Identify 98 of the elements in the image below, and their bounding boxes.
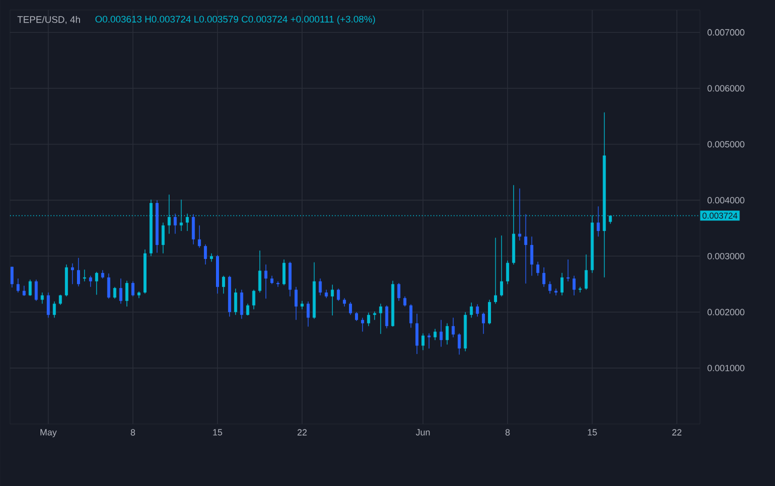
candlestick [421,333,424,350]
candlestick [548,280,552,294]
candlestick [524,214,528,284]
candlestick [228,275,232,317]
text: TEPE/USD, 4h [17,16,80,24]
candlestick [156,200,159,254]
y-tick-label: 0.006000 [708,85,744,92]
y-tick-label: 0.001000 [708,364,744,372]
candlestick [464,312,467,352]
candlestick [409,304,412,328]
candlestick [488,299,491,325]
candlestick [312,262,316,320]
candlestick [403,296,406,307]
candlestick [204,244,207,265]
x-tick-label: May [40,429,57,438]
candlestick [77,257,80,287]
candlestick [252,289,256,310]
candlestick [415,313,418,354]
candlestick [379,303,382,334]
candlestick [446,322,449,345]
candlestick [434,328,437,340]
candlestick [28,279,32,296]
candlestick [64,264,68,297]
candlestick [348,302,352,316]
x-tick-label: Jun [416,429,430,436]
candlestick [131,280,134,297]
candlestick [40,292,44,304]
candlestick [500,235,504,297]
candlestick [494,237,498,304]
candlestick [113,286,116,300]
candlestick [330,284,334,316]
x-tick-label: 8 [506,429,510,436]
candlestick [46,292,50,318]
candlestick [530,236,534,276]
candlestick [58,294,62,306]
candlestick [584,254,588,290]
candlestick [107,273,110,300]
candlestick [174,213,177,234]
candlestick [560,272,564,296]
candlestick [452,317,455,338]
candlestick [16,278,20,293]
x-tick-label: 22 [298,429,307,436]
candlestick [536,261,540,276]
candlestick [34,279,38,302]
candlestick [125,280,128,307]
candlestick [198,225,201,248]
y-tick-label: 0.003000 [708,252,744,260]
candlestick [282,259,286,286]
x-tick-label: 15 [213,429,222,436]
candlestick [361,317,364,332]
y-tick-label: 0.004000 [708,197,744,204]
candlestick [470,302,473,318]
candlestick [596,206,600,237]
candlestick [10,266,14,288]
candlestick [397,282,400,302]
candlestick [542,266,546,288]
x-tick-label: 22 [672,429,682,436]
candlestick [554,288,558,296]
candlestick [428,333,431,349]
candlestick [119,278,122,304]
candlestick [240,289,244,320]
candlestick [89,275,92,288]
candlestick [276,280,280,288]
y-tick-label: 0.005000 [708,141,744,148]
candlestick [482,312,485,334]
candlestick [95,271,98,296]
candlestick [318,278,322,296]
y-tick-label: 0.007000 [708,29,744,36]
candlestick [192,214,195,245]
candlestick [83,269,86,282]
candlestick [385,305,388,329]
candlestick [572,275,576,296]
candlestick [22,285,26,296]
candlestick [367,312,370,326]
candlestick [258,250,262,293]
candlestick [52,301,56,318]
candlestick [264,264,268,300]
candlestick [288,261,292,297]
ref-line-label: 0.003724 [702,212,738,219]
x-tick-label: 8 [130,429,136,436]
candlestick [506,260,510,284]
candlestick [306,301,310,327]
candlestick [336,288,340,302]
y-tick-label: 0.002000 [708,308,744,316]
candlestick [440,320,443,348]
candlestick [162,222,165,254]
candlestick [234,288,238,316]
candlestick [458,333,461,355]
text: O0.003613 H0.003724 L0.003579 C0.003724 +0.000111 (+3.08%) [95,16,375,24]
candlestick [143,249,146,294]
candlestick [216,254,220,294]
candlestick [391,280,394,327]
candlestick [294,286,298,320]
candlestick [222,275,226,294]
x-tick-label: 15 [588,429,597,436]
candlestick [246,303,250,316]
candlestick [566,259,570,282]
candlestick [476,304,479,317]
